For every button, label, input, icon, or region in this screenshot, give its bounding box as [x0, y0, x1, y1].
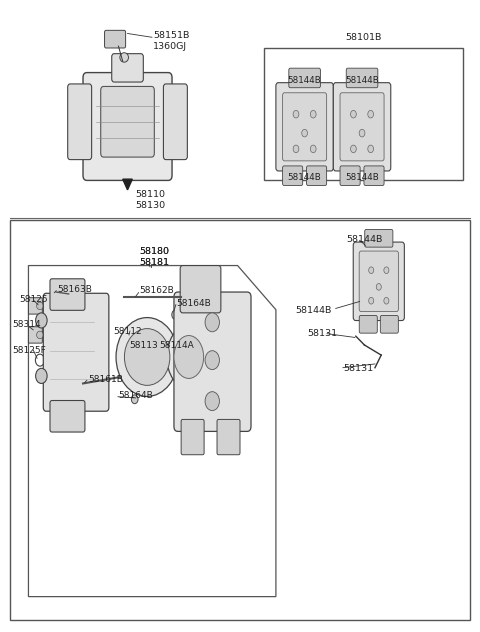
FancyBboxPatch shape: [276, 83, 333, 171]
Text: 58181: 58181: [140, 258, 169, 267]
Text: 58181: 58181: [140, 258, 169, 267]
Ellipse shape: [368, 111, 373, 118]
Text: 58180: 58180: [140, 246, 169, 255]
Text: 58144B: 58144B: [288, 173, 322, 182]
Text: 58125: 58125: [19, 295, 48, 304]
Polygon shape: [123, 179, 132, 190]
Ellipse shape: [36, 302, 43, 310]
Ellipse shape: [205, 351, 219, 370]
FancyBboxPatch shape: [174, 292, 251, 432]
Ellipse shape: [167, 325, 211, 389]
FancyBboxPatch shape: [180, 265, 221, 313]
Text: 58144B: 58144B: [345, 76, 379, 85]
Ellipse shape: [124, 329, 170, 386]
Ellipse shape: [350, 145, 356, 153]
FancyBboxPatch shape: [28, 298, 42, 314]
FancyBboxPatch shape: [359, 315, 377, 333]
Ellipse shape: [116, 317, 178, 396]
FancyBboxPatch shape: [50, 279, 85, 310]
Bar: [10, 219, 470, 620]
FancyBboxPatch shape: [283, 93, 326, 161]
Bar: [264, 48, 463, 180]
Ellipse shape: [302, 130, 308, 137]
Text: 58162B: 58162B: [140, 286, 174, 295]
Text: 58125F: 58125F: [12, 346, 47, 355]
Ellipse shape: [120, 52, 129, 62]
FancyBboxPatch shape: [283, 166, 303, 185]
Ellipse shape: [179, 293, 187, 302]
Ellipse shape: [51, 289, 58, 297]
Text: 58114A: 58114A: [159, 341, 194, 349]
Text: 58314: 58314: [12, 320, 41, 329]
Text: 58144B: 58144B: [288, 76, 322, 85]
Ellipse shape: [369, 267, 374, 274]
FancyBboxPatch shape: [43, 293, 109, 411]
FancyBboxPatch shape: [365, 229, 393, 247]
FancyBboxPatch shape: [50, 401, 85, 432]
Ellipse shape: [132, 395, 138, 404]
Ellipse shape: [172, 310, 179, 319]
Text: 58113: 58113: [129, 341, 158, 349]
FancyBboxPatch shape: [333, 83, 391, 171]
Text: 58161B: 58161B: [88, 375, 123, 384]
Ellipse shape: [350, 111, 356, 118]
Text: 58180: 58180: [140, 246, 169, 255]
FancyBboxPatch shape: [28, 327, 42, 343]
Ellipse shape: [293, 111, 299, 118]
Text: 58130: 58130: [136, 200, 166, 210]
FancyBboxPatch shape: [101, 87, 155, 157]
Ellipse shape: [311, 111, 316, 118]
Text: 58164B: 58164B: [118, 391, 153, 400]
FancyBboxPatch shape: [217, 420, 240, 455]
Text: 58164B: 58164B: [176, 299, 211, 308]
Text: 58131: 58131: [307, 329, 337, 338]
Ellipse shape: [376, 284, 381, 290]
FancyBboxPatch shape: [364, 166, 384, 185]
Polygon shape: [28, 265, 276, 597]
FancyBboxPatch shape: [340, 93, 384, 161]
Ellipse shape: [368, 145, 373, 153]
Text: 58112: 58112: [114, 327, 142, 336]
Ellipse shape: [311, 145, 316, 153]
Text: 58110: 58110: [136, 190, 166, 199]
Text: 58144B: 58144B: [346, 234, 383, 243]
FancyBboxPatch shape: [163, 84, 187, 160]
Ellipse shape: [359, 130, 365, 137]
FancyBboxPatch shape: [359, 251, 398, 312]
Ellipse shape: [36, 313, 47, 328]
FancyBboxPatch shape: [181, 420, 204, 455]
Ellipse shape: [369, 298, 374, 304]
Ellipse shape: [205, 392, 219, 411]
Text: 58151B: 58151B: [153, 31, 189, 40]
FancyBboxPatch shape: [380, 315, 398, 333]
Text: 58144B: 58144B: [295, 307, 331, 315]
Ellipse shape: [384, 267, 389, 274]
FancyBboxPatch shape: [353, 242, 404, 320]
Ellipse shape: [36, 331, 43, 339]
Ellipse shape: [36, 368, 47, 384]
FancyBboxPatch shape: [289, 68, 321, 88]
Ellipse shape: [293, 145, 299, 153]
Text: 58144B: 58144B: [345, 173, 379, 182]
FancyBboxPatch shape: [105, 30, 126, 48]
Ellipse shape: [205, 313, 219, 332]
FancyBboxPatch shape: [68, 84, 92, 160]
Text: 58101B: 58101B: [345, 33, 382, 42]
Ellipse shape: [77, 380, 85, 389]
Text: 58163B: 58163B: [57, 285, 92, 294]
Ellipse shape: [384, 298, 389, 304]
FancyBboxPatch shape: [346, 68, 378, 88]
FancyBboxPatch shape: [340, 166, 360, 185]
FancyBboxPatch shape: [83, 73, 172, 180]
Text: 58131: 58131: [343, 365, 373, 374]
FancyBboxPatch shape: [307, 166, 326, 185]
Ellipse shape: [174, 336, 204, 379]
FancyBboxPatch shape: [112, 54, 144, 82]
Text: 1360GJ: 1360GJ: [153, 42, 187, 51]
